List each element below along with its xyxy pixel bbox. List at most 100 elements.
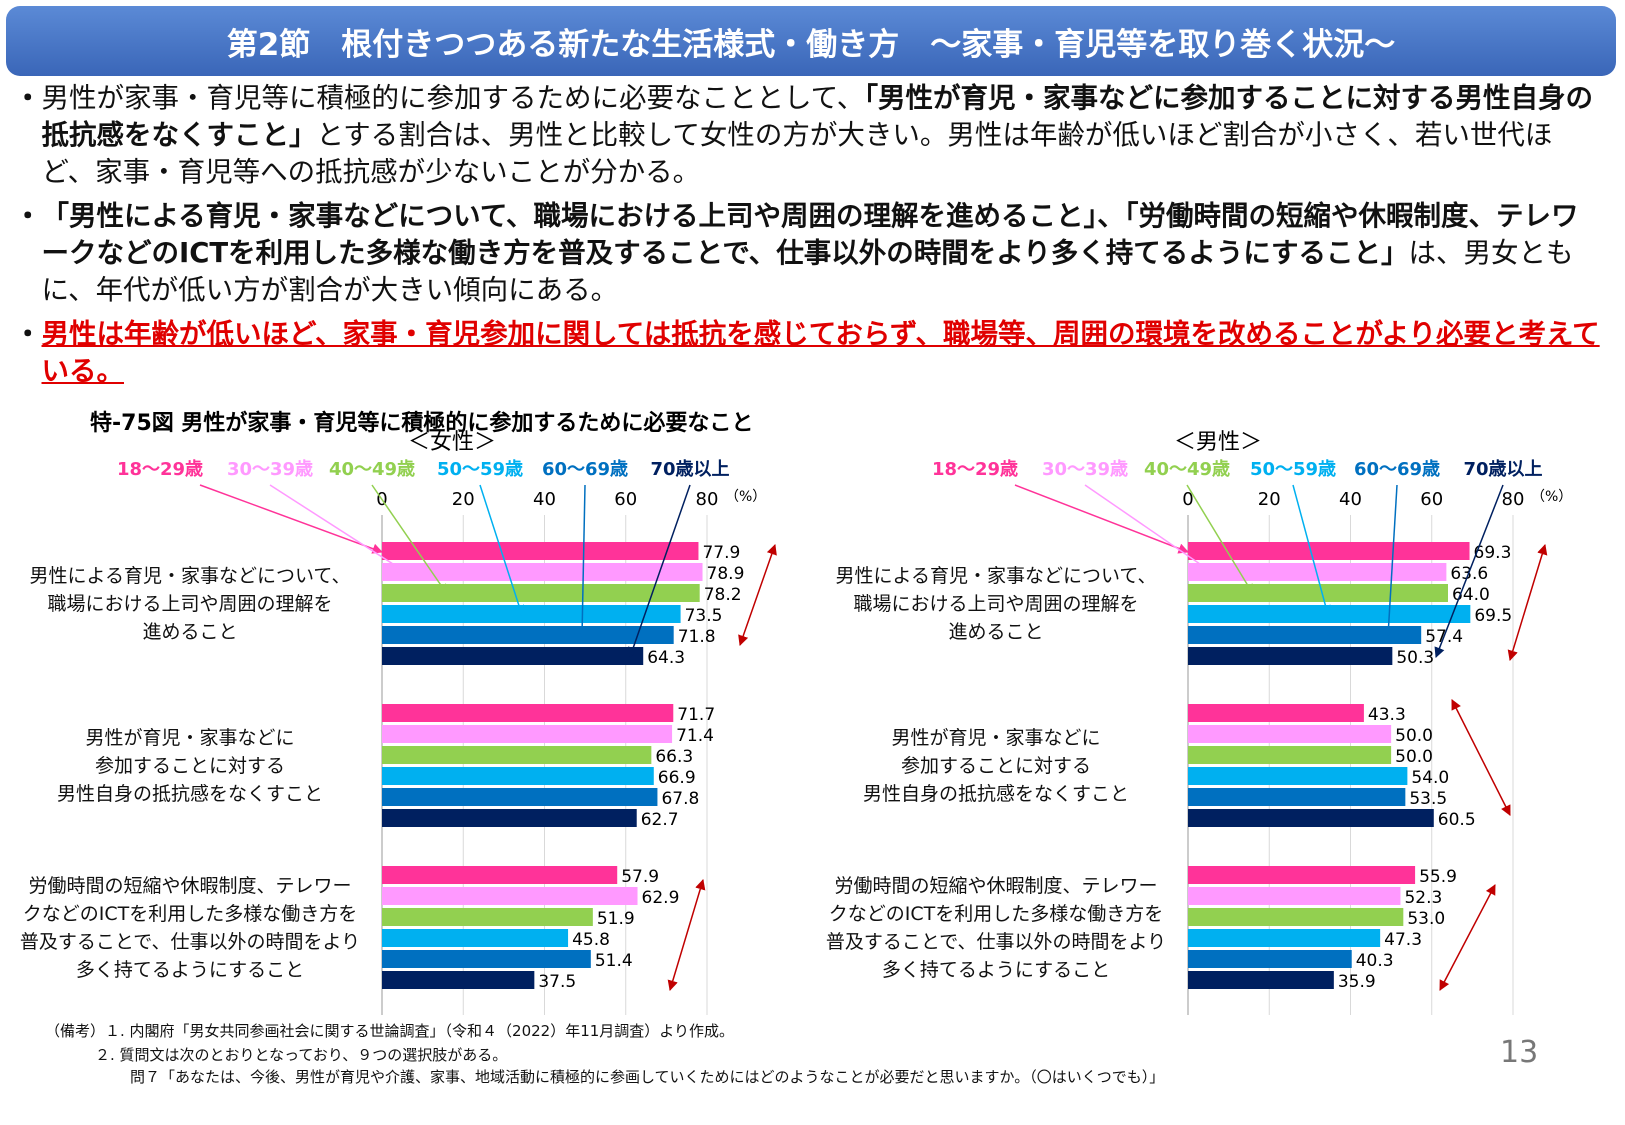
- category-label: 男性が育児・家事などに 参加することに対する 男性自身の抵抗感をなくすこと: [862, 727, 1129, 805]
- value-label: 64.3: [647, 648, 685, 668]
- bar: [1188, 809, 1434, 827]
- x-tick-label: 80: [1502, 489, 1525, 510]
- bar: [382, 866, 618, 884]
- value-label: 37.5: [538, 972, 576, 992]
- value-label: 50.0: [1395, 747, 1433, 767]
- text-segment: は、男女ともに、年代が低い方が割合が大きい傾向にある。: [41, 237, 1574, 306]
- legend-arrow: [576, 484, 588, 638]
- legend-arrow: [1383, 484, 1398, 638]
- value-label: 77.9: [702, 543, 740, 563]
- value-label: 71.4: [676, 726, 714, 746]
- bar: [382, 809, 637, 827]
- bullet: ・男性は年齢が低いほど、家事・育児参加に関しては抵抗を感じておらず、職場等、周囲…: [14, 316, 1604, 390]
- bar: [1188, 647, 1393, 665]
- trend-arrow: [1451, 699, 1511, 816]
- figure-title: 特-75図 男性が家事・育児等に積極的に参加するために必要なこと: [90, 411, 754, 436]
- category-label: 男性による育児・家事などについて、 職場における上司や周囲の理解を 進めること: [29, 565, 351, 643]
- trend-arrow: [1439, 884, 1496, 991]
- chart-title: ＜男性＞: [1174, 430, 1262, 455]
- bar: [382, 929, 569, 947]
- legend-arrow: [1084, 484, 1214, 574]
- text-segment: 男性は年齢が低いほど、家事・育児参加に関しては抵抗を感じておらず、職場等、周囲の…: [41, 318, 1600, 387]
- bar: [1188, 908, 1404, 926]
- legend-label: 70歳以上: [650, 459, 729, 480]
- bar: [382, 950, 591, 968]
- bar: [1188, 542, 1470, 560]
- bar: [382, 971, 535, 989]
- value-label: 55.9: [1419, 867, 1457, 887]
- legend-arrow: [371, 484, 448, 595]
- text-segment: とする割合は、男性と比較して女性の方が大きい。男性は年齢が低いほど割合が小さく、…: [41, 119, 1553, 188]
- trend-arrow: [738, 544, 777, 646]
- legend-arrow: [1292, 484, 1331, 617]
- legend-label: 18～29歳: [117, 459, 203, 480]
- bar: [1188, 971, 1334, 989]
- note: ２. 質問文は次のとおりとなっており、９つの選択肢がある。: [95, 1046, 508, 1064]
- bar: [382, 605, 681, 623]
- legend-label: 60～69歳: [542, 459, 628, 480]
- value-label: 51.4: [595, 951, 633, 971]
- legend-arrow: [269, 484, 408, 574]
- note: 問７「あなたは、今後、男性が育児や介護、家事、地域活動に積極的に参画していくため…: [130, 1068, 1165, 1086]
- bar: [1188, 866, 1416, 884]
- value-label: 57.9: [621, 867, 659, 887]
- value-label: 53.5: [1409, 789, 1447, 809]
- value-label: 54.0: [1411, 768, 1449, 788]
- value-label: 73.5: [685, 606, 723, 626]
- bullet-marker: ・: [14, 200, 42, 232]
- trend-arrow: [667, 878, 706, 992]
- bar: [382, 746, 652, 764]
- bullet-marker: ・: [14, 318, 42, 350]
- page-number: 13: [1500, 1035, 1539, 1070]
- legend-label: 18～29歳: [932, 459, 1018, 480]
- unit-label: （%）: [725, 489, 766, 505]
- bar: [1188, 887, 1401, 905]
- text-segment: 男性が家事・育児等に積極的に参加するために必要なこととして、: [41, 82, 865, 114]
- bar: [1188, 626, 1422, 644]
- value-label: 60.5: [1438, 810, 1476, 830]
- trend-arrow: [1507, 543, 1548, 662]
- bar: [382, 767, 654, 785]
- legend-label: 40～49歳: [1144, 459, 1230, 480]
- bar: [1188, 746, 1392, 764]
- value-label: 71.8: [678, 627, 716, 647]
- bar: [382, 908, 593, 926]
- chart-title: ＜女性＞: [408, 430, 496, 455]
- legend-arrow: [1014, 484, 1189, 554]
- value-label: 51.9: [597, 909, 635, 929]
- legend-label: 50～59歳: [437, 459, 523, 480]
- value-label: 53.0: [1407, 909, 1445, 929]
- legend-label: 70歳以上: [1463, 459, 1542, 480]
- bar: [382, 725, 673, 743]
- legend-arrow: [628, 484, 691, 658]
- bullet-text: 男性が家事・育児等に積極的に参加するために必要なこととして、「男性が育児・家事な…: [42, 80, 1605, 191]
- value-label: 63.6: [1450, 564, 1488, 584]
- text-segment: 「男性が育児・家事などに参加することに対する男性自身の抵抗感をなくすこと」: [41, 82, 1594, 151]
- header-title: 第2節 根付きつつある新たな生活様式・働き方 ～家事・育児等を取り巻く状況～: [6, 6, 1616, 76]
- bar: [382, 542, 699, 560]
- bullet-marker: ・: [14, 82, 42, 114]
- legend-label: 60～69歳: [1354, 459, 1440, 480]
- x-tick-label: 60: [614, 489, 637, 510]
- value-label: 52.3: [1404, 888, 1442, 908]
- bar: [382, 584, 700, 602]
- x-tick-label: 20: [452, 489, 475, 510]
- legend-arrow: [1434, 484, 1504, 658]
- value-label: 43.3: [1368, 705, 1406, 725]
- legend-label: 50～59歳: [1250, 459, 1336, 480]
- bar: [1188, 950, 1352, 968]
- legend-label: 40～49歳: [329, 459, 415, 480]
- bar: [382, 887, 638, 905]
- value-label: 78.9: [707, 564, 745, 584]
- value-label: 35.9: [1338, 972, 1376, 992]
- category-label: 労働時間の短縮や休暇制度、テレワー クなどのICTを利用した多様な働き方を 普及…: [19, 875, 361, 981]
- bullet-list: ・男性が家事・育児等に積極的に参加するために必要なこととして、「男性が育児・家事…: [14, 80, 1604, 397]
- legend-arrow: [479, 484, 525, 616]
- value-label: 50.0: [1395, 726, 1433, 746]
- bar: [1188, 767, 1408, 785]
- category-label: 労働時間の短縮や休暇制度、テレワー クなどのICTを利用した多様な働き方を 普及…: [825, 875, 1167, 981]
- value-label: 67.8: [661, 789, 699, 809]
- value-label: 62.7: [641, 810, 679, 830]
- value-label: 78.2: [704, 585, 742, 605]
